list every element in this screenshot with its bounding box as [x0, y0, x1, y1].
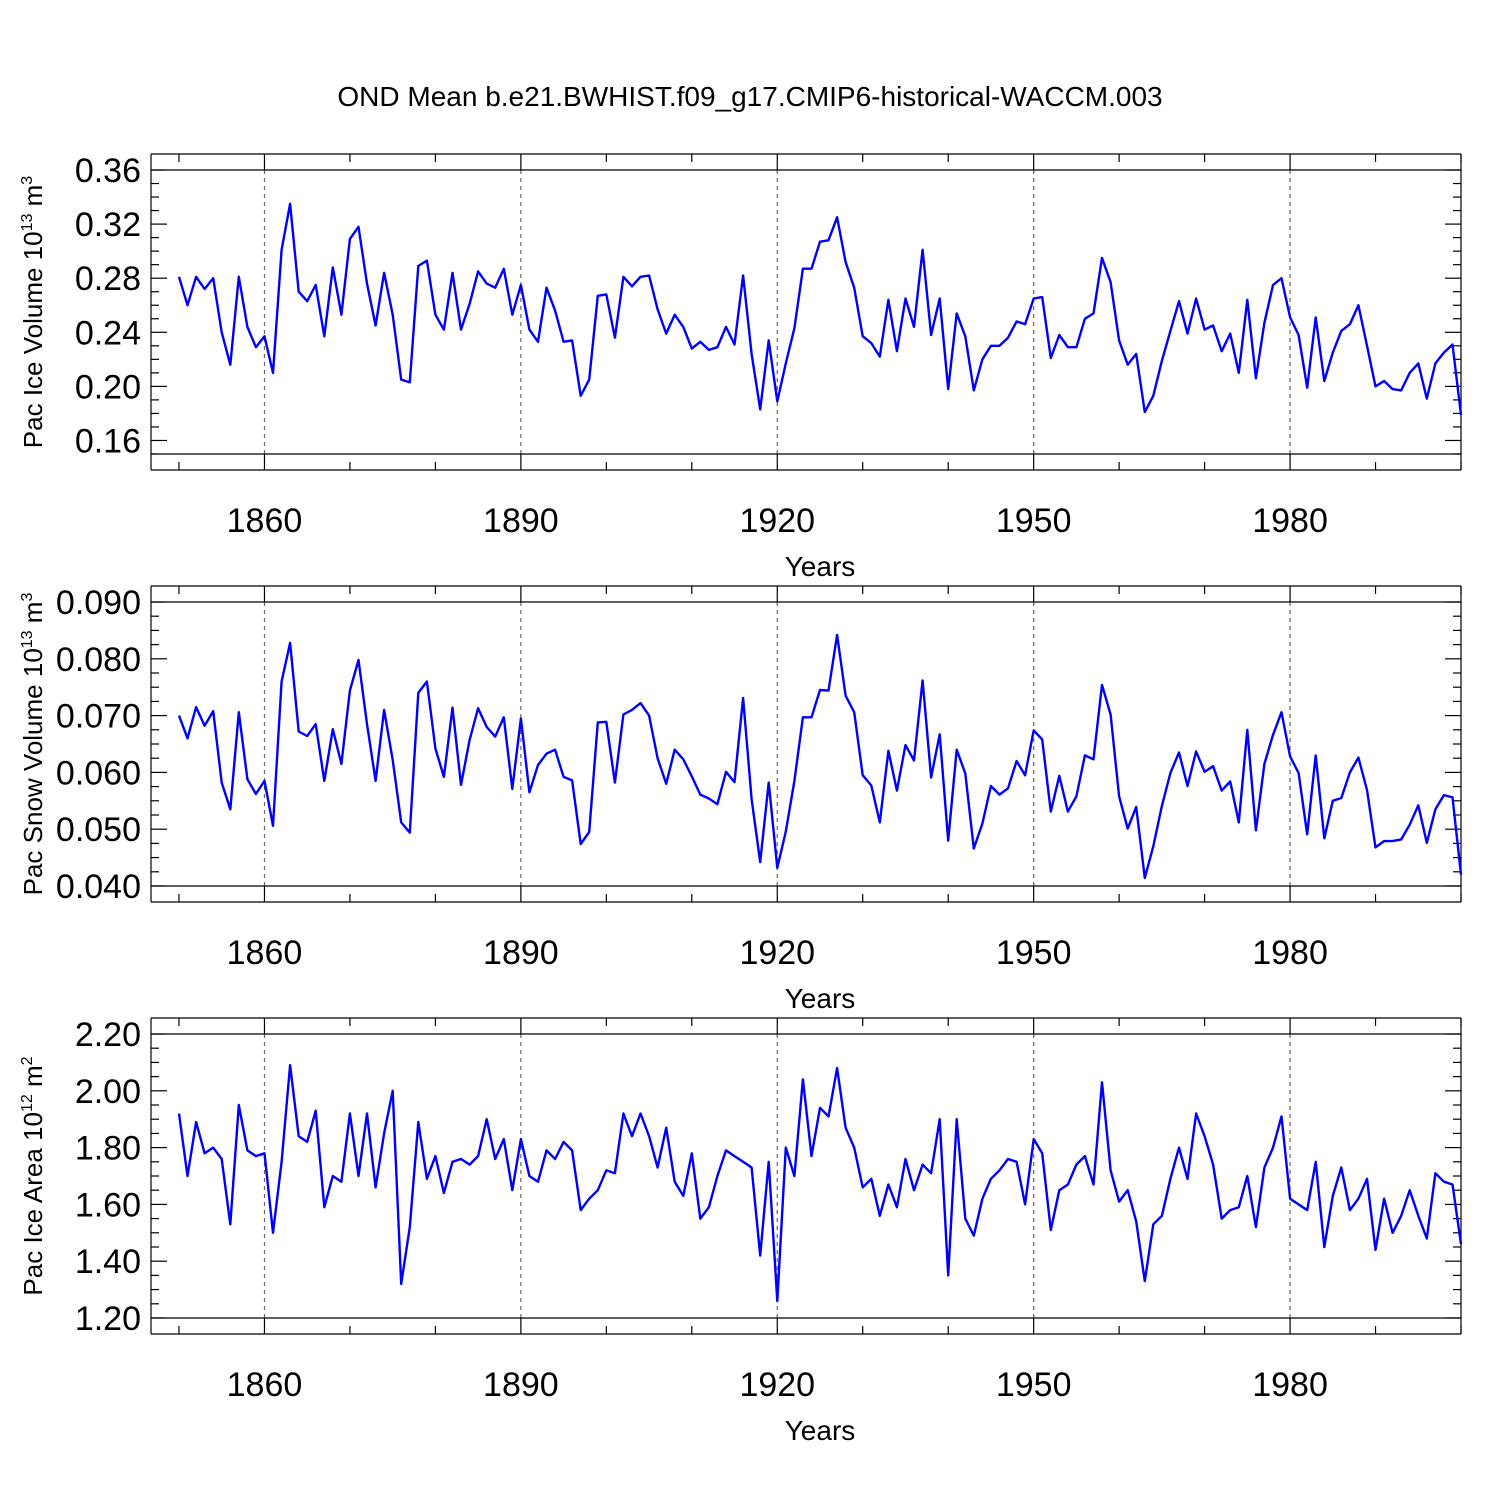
y-tick-label: 0.24	[75, 314, 141, 352]
x-tick-label: 1920	[739, 502, 815, 540]
y-tick-label: 0.050	[56, 811, 141, 849]
y-axis-title: Pac Ice Area 1012 m2	[18, 1056, 48, 1295]
y-axis-title-superscript: 12	[19, 1094, 36, 1112]
x-tick-label: 1950	[996, 502, 1072, 540]
y-axis-title-superscript: 13	[19, 630, 36, 648]
y-tick-label: 0.28	[75, 260, 141, 298]
y-tick-label: 0.090	[56, 584, 141, 622]
figure-title: OND Mean b.e21.BWHIST.f09_g17.CMIP6-hist…	[337, 81, 1162, 112]
ice-volume-panel: 1860 1890 1920 1950 1980 0.16 0.20 0.24 0.28 0.32…	[18, 152, 1463, 582]
x-axis-title: Years	[785, 551, 856, 582]
y-axis-title-part: m	[18, 602, 48, 631]
y-axis-title-part: Pac Ice Area 10	[18, 1112, 48, 1296]
y-axis-title-superscript: 13	[19, 213, 36, 231]
y-tick-label: 1.80	[75, 1130, 141, 1168]
ice-area-panel: 1860 1890 1920 1950 1980 1.20 1.40 1.60 1.80 2.00…	[18, 1016, 1463, 1446]
x-tick-label: 1860	[227, 934, 303, 972]
y-tick-label: 0.070	[56, 698, 141, 736]
x-tick-label: 1890	[483, 934, 559, 972]
series-line	[177, 202, 1463, 415]
snow-volume-panel: 1860 1890 1920 1950 1980 0.040 0.050 0.060 0.070…	[18, 584, 1463, 1014]
x-tick-label: 1890	[483, 1366, 559, 1404]
y-axis-title-part: m	[18, 185, 48, 214]
x-tick-label: 1950	[996, 934, 1072, 972]
y-tick-label: 2.20	[75, 1016, 141, 1054]
y-tick-label: 1.60	[75, 1186, 141, 1224]
x-tick-label: 1890	[483, 502, 559, 540]
y-tick-label: 0.36	[75, 152, 141, 190]
y-axis-title: Pac Ice Volume 1013 m3	[18, 176, 48, 449]
y-tick-label: 2.00	[75, 1073, 141, 1111]
x-axis-title: Years	[785, 1415, 856, 1446]
x-tick-label: 1920	[739, 934, 815, 972]
y-tick-label: 1.40	[75, 1243, 141, 1281]
y-tick-label: 0.32	[75, 206, 141, 244]
x-tick-label: 1860	[227, 1366, 303, 1404]
y-tick-label: 0.20	[75, 368, 141, 406]
y-axis-title-part: Pac Snow Volume 10	[18, 648, 48, 895]
y-axis-title: Pac Snow Volume 1013 m3	[18, 593, 48, 896]
y-axis-title-part: m	[18, 1065, 48, 1094]
y-tick-label: 1.20	[75, 1300, 141, 1338]
x-axis-title: Years	[785, 983, 856, 1014]
x-tick-label: 1860	[227, 502, 303, 540]
x-tick-label: 1920	[739, 1366, 815, 1404]
series-line	[177, 1063, 1463, 1303]
x-tick-label: 1980	[1252, 934, 1328, 972]
y-axis-title-part: Pac Ice Volume 10	[18, 231, 48, 448]
y-tick-label: 0.16	[75, 422, 141, 460]
y-axis-title-superscript: 2	[19, 1056, 36, 1065]
y-axis-title-superscript: 3	[19, 176, 36, 185]
y-tick-label: 0.040	[56, 868, 141, 906]
series-line	[177, 633, 1463, 880]
y-tick-label: 0.060	[56, 754, 141, 792]
x-tick-label: 1980	[1252, 1366, 1328, 1404]
y-axis-title-superscript: 3	[19, 593, 36, 602]
x-tick-label: 1980	[1252, 502, 1328, 540]
y-tick-label: 0.080	[56, 641, 141, 679]
x-tick-label: 1950	[996, 1366, 1072, 1404]
